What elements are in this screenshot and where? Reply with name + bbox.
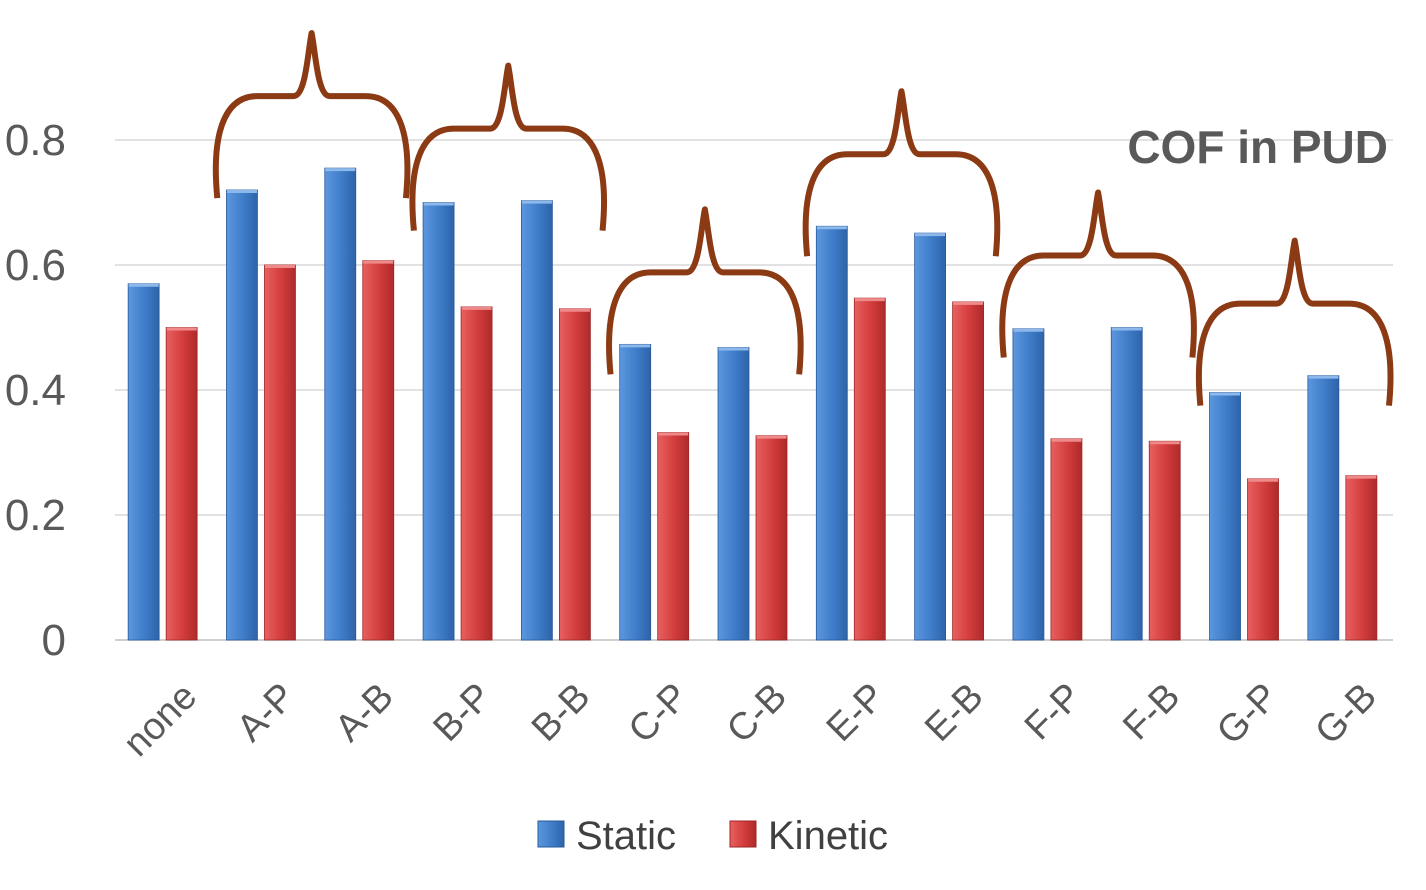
bar-static-a-p [226, 189, 258, 641]
bar-highlight [521, 200, 552, 204]
bar-highlight [461, 306, 492, 310]
y-tick-label: 0.4 [5, 366, 66, 415]
bar-static-g-p [1209, 392, 1241, 641]
bar-kinetic-f-p [1050, 438, 1083, 641]
bar-kinetic-a-b [362, 260, 395, 641]
bar-static-f-b [1110, 327, 1143, 641]
x-category-label: G-B [1307, 675, 1384, 752]
bar-kinetic-g-p [1247, 478, 1279, 641]
x-axis-labels: none A-P A-B B-P B-B C-P C-B E-P E-B F-P F-B G-P G-B [116, 675, 1385, 764]
brace-b-p-b-b [409, 62, 608, 231]
bar-kinetic-a-p [264, 264, 296, 641]
bar-highlight [559, 308, 590, 312]
bar-highlight [1210, 392, 1241, 396]
bar-static-e-p [815, 225, 848, 641]
bar-kinetic-e-p [853, 297, 886, 641]
bar-kinetic-e-b [952, 301, 985, 641]
bars [127, 167, 1378, 641]
bar-highlight [953, 301, 984, 305]
y-tick-label: 0.8 [5, 116, 66, 165]
bar-highlight [620, 344, 651, 348]
bar-highlight [264, 265, 295, 268]
bar-kinetic-none [165, 327, 198, 641]
y-tick-label: 0 [42, 616, 66, 665]
y-tick-label: 0.6 [5, 241, 66, 290]
bar-highlight [1013, 328, 1044, 332]
bar-highlight [423, 202, 454, 206]
bar-static-e-b [914, 232, 947, 641]
bar-static-b-p [422, 202, 455, 641]
chart-title: COF in PUD [1127, 121, 1388, 173]
y-tick-label: 0.2 [5, 491, 66, 540]
x-category-label: E-B [917, 675, 992, 750]
brace-g-p-g-b [1195, 237, 1394, 406]
bar-static-c-p [619, 343, 652, 641]
bar-static-g-b [1307, 375, 1340, 641]
x-category-label: none [116, 675, 205, 764]
x-category-label: E-P [819, 675, 894, 750]
brace-a-p-a-b [212, 30, 411, 199]
legend-label-kinetic: Kinetic [768, 814, 888, 858]
bar-highlight [816, 226, 847, 230]
bar-highlight [128, 283, 159, 287]
x-category-label: F-B [1115, 675, 1188, 748]
legend-swatch-static [537, 820, 565, 848]
bar-highlight [854, 298, 885, 302]
bar-static-a-b [324, 167, 357, 641]
bar-static-b-b [520, 200, 553, 641]
bar-static-c-b [717, 347, 750, 641]
bar-static-none [127, 283, 160, 641]
bar-kinetic-b-p [460, 306, 493, 641]
x-category-label: C-P [621, 675, 697, 751]
x-category-label: A-P [229, 675, 304, 750]
x-category-label: B-P [426, 675, 501, 750]
x-category-label: G-P [1209, 675, 1286, 752]
legend: Static Kinetic [537, 814, 888, 858]
bar-highlight [166, 327, 197, 331]
brace-e-p-e-b [802, 88, 1001, 257]
bar-highlight [363, 260, 394, 264]
bar-kinetic-b-b [558, 308, 591, 641]
bar-highlight [658, 432, 689, 436]
bar-highlight [718, 347, 749, 351]
bar-static-f-p [1012, 328, 1045, 641]
bar-highlight [325, 168, 356, 172]
x-category-label: F-P [1017, 675, 1090, 748]
bar-highlight [1051, 438, 1082, 442]
bar-highlight [1111, 327, 1142, 331]
bar-highlight [1248, 478, 1279, 482]
brace-c-p-c-b [606, 206, 804, 375]
legend-swatch-kinetic [729, 820, 757, 848]
bar-highlight [226, 190, 257, 193]
group-braces [212, 30, 1394, 406]
brace-f-p-f-b [999, 189, 1197, 358]
x-category-label: C-B [719, 675, 795, 751]
bar-kinetic-g-b [1345, 475, 1378, 641]
x-category-label: B-B [524, 675, 599, 750]
bar-highlight [756, 435, 787, 439]
bar-highlight [915, 233, 946, 237]
bar-highlight [1346, 475, 1377, 479]
legend-label-static: Static [576, 814, 676, 858]
bar-kinetic-c-b [755, 435, 788, 641]
bar-highlight [1308, 375, 1339, 379]
bar-kinetic-f-b [1148, 440, 1181, 641]
bar-kinetic-c-p [657, 432, 690, 641]
x-category-label: A-B [327, 675, 402, 750]
y-axis-ticks: 0 0.2 0.4 0.6 0.8 [5, 116, 66, 665]
bar-highlight [1149, 441, 1180, 445]
